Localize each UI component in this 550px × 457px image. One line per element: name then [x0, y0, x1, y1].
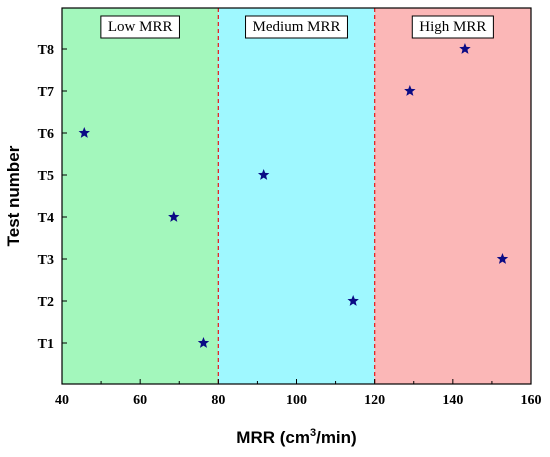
point-T3 [496, 253, 509, 264]
point-T4 [168, 211, 180, 222]
point-T1 [197, 337, 210, 348]
x-tick-label-120: 120 [364, 393, 385, 408]
region-label-text-0: Low MRR [108, 19, 173, 35]
y-tick-label-T4: T4 [38, 211, 54, 226]
y-tick-label-T1: T1 [38, 337, 54, 352]
x-axis-title-superscript: 3 [310, 427, 316, 439]
x-tick-label-80: 80 [211, 393, 225, 408]
region-label-text-2: High MRR [419, 19, 486, 35]
region-band-2 [374, 8, 531, 384]
y-axis-ticks: T1 T2 T3 T4 T5 T6 T7 T8 [38, 43, 67, 352]
point-T7 [404, 85, 416, 96]
region-label-1: Medium MRR [245, 15, 348, 39]
x-axis-title-main: MRR (cm [236, 428, 310, 447]
data-points [78, 43, 509, 348]
y-tick-label-T2: T2 [38, 295, 54, 310]
region-label-0: Low MRR [100, 15, 180, 39]
region-label-box-0 [100, 15, 180, 39]
x-axis-ticks: 40 60 80 100 120 140 160 [55, 379, 542, 408]
point-T6 [78, 127, 90, 138]
region-band-0 [62, 8, 219, 384]
x-tick-label-100: 100 [286, 393, 307, 408]
region-label-box-2 [411, 15, 494, 39]
y-tick-label-T8: T8 [38, 43, 54, 58]
y-tick-label-T7: T7 [38, 85, 54, 100]
point-T2 [347, 295, 359, 306]
point-T8 [459, 43, 471, 54]
region-band-1 [218, 8, 375, 384]
x-tick-label-60: 60 [133, 393, 147, 408]
point-T5 [257, 169, 270, 180]
y-axis-title: Test number [4, 145, 23, 246]
y-tick-label-T3: T3 [38, 253, 54, 268]
x-tick-label-140: 140 [442, 393, 463, 408]
x-tick-label-40: 40 [55, 393, 69, 408]
region-label-text-1: Medium MRR [253, 19, 341, 35]
region-label-box-1 [245, 15, 348, 39]
x-axis-title-tail: /min) [316, 428, 357, 447]
region-labels: Low MRR Medium MRR High MRR [100, 15, 494, 39]
x-tick-label-160: 160 [521, 393, 542, 408]
x-axis-title: MRR (cm3/min) [236, 427, 356, 447]
y-tick-label-T6: T6 [38, 127, 54, 142]
y-tick-label-T5: T5 [38, 169, 54, 184]
region-label-2: High MRR [411, 15, 494, 39]
mrr-regions [62, 8, 531, 384]
